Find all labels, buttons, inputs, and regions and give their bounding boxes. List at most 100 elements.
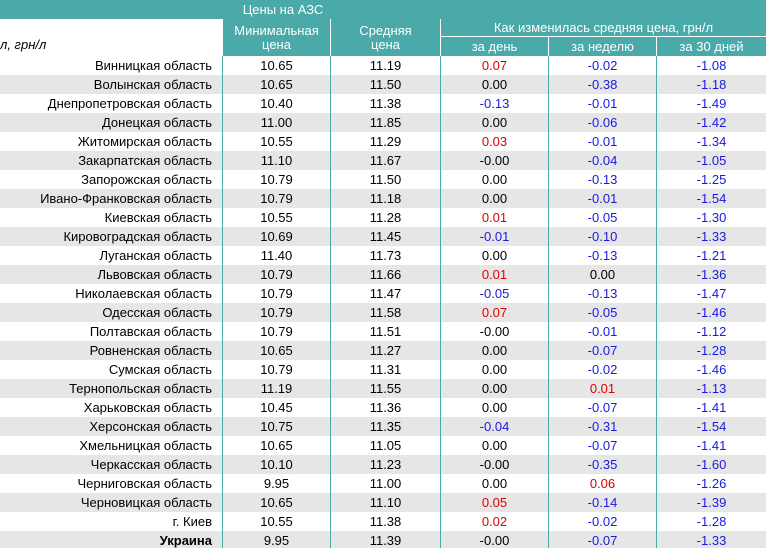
- region-name: г. Киев: [172, 513, 212, 529]
- region-name: Тернопольская область: [69, 380, 212, 396]
- change-day: 0.07: [440, 303, 548, 322]
- min-price: 10.45: [222, 398, 330, 417]
- change-week: -0.13: [548, 170, 656, 189]
- change-month: -1.36: [656, 265, 766, 284]
- avg-price: 11.45: [330, 227, 440, 246]
- region-name: Киевская область: [104, 209, 212, 225]
- change-week: -0.31: [548, 417, 656, 436]
- change-month: -1.47: [656, 284, 766, 303]
- change-week: 0.00: [548, 265, 656, 284]
- avg-price: 11.38: [330, 94, 440, 113]
- change-month: -1.54: [656, 189, 766, 208]
- change-week: -0.14: [548, 493, 656, 512]
- min-price: 10.75: [222, 417, 330, 436]
- change-month: -1.41: [656, 436, 766, 455]
- change-month: -1.54: [656, 417, 766, 436]
- avg-price: 11.23: [330, 455, 440, 474]
- table-row: [0, 512, 766, 531]
- min-price: 10.79: [222, 303, 330, 322]
- min-price: 10.40: [222, 94, 330, 113]
- change-day: 0.00: [440, 474, 548, 493]
- avg-price: 11.50: [330, 75, 440, 94]
- avg-price: 11.10: [330, 493, 440, 512]
- change-week: -0.38: [548, 75, 656, 94]
- month-header: за 30 дней: [656, 37, 766, 56]
- avg-price: 11.50: [330, 170, 440, 189]
- week-header: за неделю: [548, 37, 656, 56]
- table-row: [0, 227, 766, 246]
- min-price: 10.65: [222, 436, 330, 455]
- table-row: [0, 246, 766, 265]
- table-row: [0, 436, 766, 455]
- avg-price: 11.19: [330, 56, 440, 75]
- change-week: -0.10: [548, 227, 656, 246]
- table-row: [0, 531, 766, 548]
- change-week: -0.04: [548, 151, 656, 170]
- min-price: 10.65: [222, 493, 330, 512]
- change-month: -1.28: [656, 341, 766, 360]
- min-price: 10.79: [222, 170, 330, 189]
- table-row: [0, 474, 766, 493]
- min-price: 9.95: [222, 474, 330, 493]
- min-price: 10.79: [222, 284, 330, 303]
- region-name: Украина: [159, 532, 212, 548]
- avg-price: 11.05: [330, 436, 440, 455]
- region-name: Хмельницкая область: [79, 437, 212, 453]
- change-day: 0.00: [440, 75, 548, 94]
- change-day: 0.00: [440, 341, 548, 360]
- region-name: Полтавская область: [89, 323, 212, 339]
- min-price-header: Минимальная цена: [222, 19, 330, 56]
- avg-price: 11.66: [330, 265, 440, 284]
- change-week: -0.01: [548, 132, 656, 151]
- min-price: 11.10: [222, 151, 330, 170]
- change-month: -1.18: [656, 75, 766, 94]
- change-month: -1.60: [656, 455, 766, 474]
- change-month: -1.49: [656, 94, 766, 113]
- change-week: -0.13: [548, 284, 656, 303]
- change-day: -0.04: [440, 417, 548, 436]
- change-week: -0.02: [548, 512, 656, 531]
- change-week: -0.01: [548, 189, 656, 208]
- change-month: -1.41: [656, 398, 766, 417]
- avg-price: 11.35: [330, 417, 440, 436]
- change-day: -0.01: [440, 227, 548, 246]
- change-month: -1.42: [656, 113, 766, 132]
- region-name: Кировоградская область: [63, 228, 212, 244]
- min-price: 11.40: [222, 246, 330, 265]
- change-week: -0.07: [548, 436, 656, 455]
- change-month: -1.30: [656, 208, 766, 227]
- table-row: [0, 303, 766, 322]
- change-month: -1.12: [656, 322, 766, 341]
- change-week: -0.01: [548, 322, 656, 341]
- change-month: -1.33: [656, 227, 766, 246]
- table-row: [0, 284, 766, 303]
- change-day: 0.00: [440, 379, 548, 398]
- table-row: [0, 113, 766, 132]
- min-price: 11.19: [222, 379, 330, 398]
- table-row: [0, 360, 766, 379]
- region-name: Винницкая область: [95, 57, 212, 73]
- change-week: -0.07: [548, 341, 656, 360]
- avg-price-header: Средняя цена: [330, 19, 440, 56]
- region-name: Харьковская область: [83, 399, 212, 415]
- avg-price: 11.27: [330, 341, 440, 360]
- min-price: 10.55: [222, 132, 330, 151]
- table-row: [0, 75, 766, 94]
- min-price: 10.55: [222, 208, 330, 227]
- change-week: -0.05: [548, 303, 656, 322]
- change-day: 0.01: [440, 208, 548, 227]
- table-row: [0, 132, 766, 151]
- change-month: -1.33: [656, 531, 766, 548]
- change-week: -0.02: [548, 56, 656, 75]
- region-name: Черниговская область: [77, 475, 212, 491]
- avg-price: 11.39: [330, 531, 440, 548]
- min-price: 10.79: [222, 322, 330, 341]
- table-row: [0, 455, 766, 474]
- change-day: 0.07: [440, 56, 548, 75]
- min-price: 10.55: [222, 512, 330, 531]
- table-row: [0, 341, 766, 360]
- min-price: 10.69: [222, 227, 330, 246]
- change-week: -0.01: [548, 94, 656, 113]
- change-day: 0.01: [440, 265, 548, 284]
- min-price: 11.00: [222, 113, 330, 132]
